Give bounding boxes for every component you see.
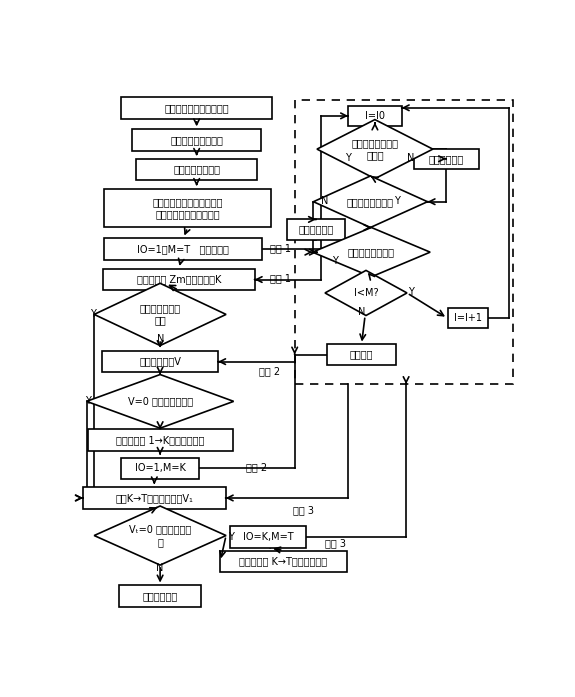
Text: 计算断面流量过程线: 计算断面流量过程线 bbox=[170, 135, 223, 145]
FancyBboxPatch shape bbox=[132, 129, 261, 151]
Polygon shape bbox=[313, 227, 430, 277]
Text: 调用 3: 调用 3 bbox=[324, 539, 346, 549]
Text: 等比例缩放 1→K区间出库流量: 等比例缩放 1→K区间出库流量 bbox=[116, 435, 204, 445]
FancyBboxPatch shape bbox=[119, 585, 201, 607]
Text: N: N bbox=[158, 334, 164, 344]
Text: Y: Y bbox=[85, 397, 90, 406]
FancyBboxPatch shape bbox=[230, 526, 306, 548]
Polygon shape bbox=[325, 270, 407, 316]
Text: Y: Y bbox=[90, 309, 96, 319]
Text: 调用 2: 调用 2 bbox=[246, 462, 267, 473]
FancyBboxPatch shape bbox=[102, 351, 218, 372]
Text: IO=K,M=T: IO=K,M=T bbox=[243, 532, 293, 542]
Text: 等比例缩放 K→T区间出库流量: 等比例缩放 K→T区间出库流量 bbox=[239, 556, 328, 566]
FancyBboxPatch shape bbox=[104, 189, 271, 227]
Polygon shape bbox=[87, 374, 233, 428]
FancyBboxPatch shape bbox=[414, 148, 478, 169]
Text: 计算区间来水流量单位线: 计算区间来水流量单位线 bbox=[164, 102, 229, 113]
FancyBboxPatch shape bbox=[348, 106, 402, 126]
Text: 调整出库流量: 调整出库流量 bbox=[428, 154, 464, 164]
Text: 最高水位等于控
制值: 最高水位等于控 制值 bbox=[140, 303, 181, 325]
Text: IO=1，M=T   （调度期）: IO=1，M=T （调度期） bbox=[137, 244, 229, 254]
Text: Y: Y bbox=[408, 287, 413, 297]
Text: 计算K→T区间调整洪量V₁: 计算K→T区间调整洪量V₁ bbox=[116, 493, 193, 503]
Text: 计算区间来水过程: 计算区间来水过程 bbox=[173, 164, 220, 174]
FancyBboxPatch shape bbox=[447, 308, 488, 328]
Text: Y: Y bbox=[394, 196, 400, 206]
Text: I=I+1: I=I+1 bbox=[454, 313, 482, 323]
Text: I=I0: I=I0 bbox=[365, 111, 385, 121]
FancyBboxPatch shape bbox=[327, 344, 396, 365]
Text: 找最高水位 Zm及出现时间K: 找最高水位 Zm及出现时间K bbox=[137, 275, 221, 284]
FancyBboxPatch shape bbox=[121, 96, 273, 119]
Text: N: N bbox=[358, 307, 365, 317]
Bar bbox=[295, 100, 513, 384]
Text: N: N bbox=[407, 153, 414, 162]
Text: 满足出库允许变幅: 满足出库允许变幅 bbox=[347, 197, 394, 207]
FancyBboxPatch shape bbox=[83, 487, 225, 509]
FancyBboxPatch shape bbox=[104, 238, 262, 260]
Text: 满足水位涨落段调
度约束: 满足水位涨落段调 度约束 bbox=[351, 138, 398, 160]
FancyBboxPatch shape bbox=[287, 220, 345, 240]
Text: Y: Y bbox=[228, 532, 233, 542]
Polygon shape bbox=[317, 120, 433, 178]
Text: V=0 或迭代次数结束: V=0 或迭代次数结束 bbox=[128, 397, 193, 406]
Text: Vₜ=0 或迭代次数结
束: Vₜ=0 或迭代次数结 束 bbox=[129, 524, 191, 546]
FancyBboxPatch shape bbox=[121, 458, 199, 479]
Text: 返回 3: 返回 3 bbox=[293, 505, 314, 515]
Text: 计算超额洪量V: 计算超额洪量V bbox=[139, 357, 181, 367]
Text: N: N bbox=[156, 562, 164, 573]
Polygon shape bbox=[94, 283, 226, 346]
Text: 返回 1: 返回 1 bbox=[270, 273, 291, 284]
Text: 满足泄流能力限制: 满足泄流能力限制 bbox=[348, 247, 395, 257]
Text: 根据入库流量过程与区间来
水过程构建调度目标函数: 根据入库流量过程与区间来 水过程构建调度目标函数 bbox=[152, 197, 223, 220]
Text: N: N bbox=[321, 196, 329, 206]
Text: Y: Y bbox=[345, 153, 351, 162]
Text: 输出调度结果: 输出调度结果 bbox=[143, 591, 178, 602]
Text: 调整出库流量: 调整出库流量 bbox=[298, 224, 334, 235]
Polygon shape bbox=[94, 506, 226, 565]
Text: 调用 1: 调用 1 bbox=[270, 243, 291, 253]
Text: 返回调用: 返回调用 bbox=[350, 350, 373, 360]
FancyBboxPatch shape bbox=[220, 551, 347, 572]
Text: IO=1,M=K: IO=1,M=K bbox=[135, 464, 186, 473]
FancyBboxPatch shape bbox=[136, 159, 257, 181]
FancyBboxPatch shape bbox=[103, 269, 255, 290]
FancyBboxPatch shape bbox=[88, 429, 232, 451]
Text: I<M?: I<M? bbox=[354, 288, 378, 298]
Text: 返回 2: 返回 2 bbox=[259, 367, 280, 376]
Text: Y: Y bbox=[332, 256, 338, 266]
Polygon shape bbox=[313, 176, 427, 227]
